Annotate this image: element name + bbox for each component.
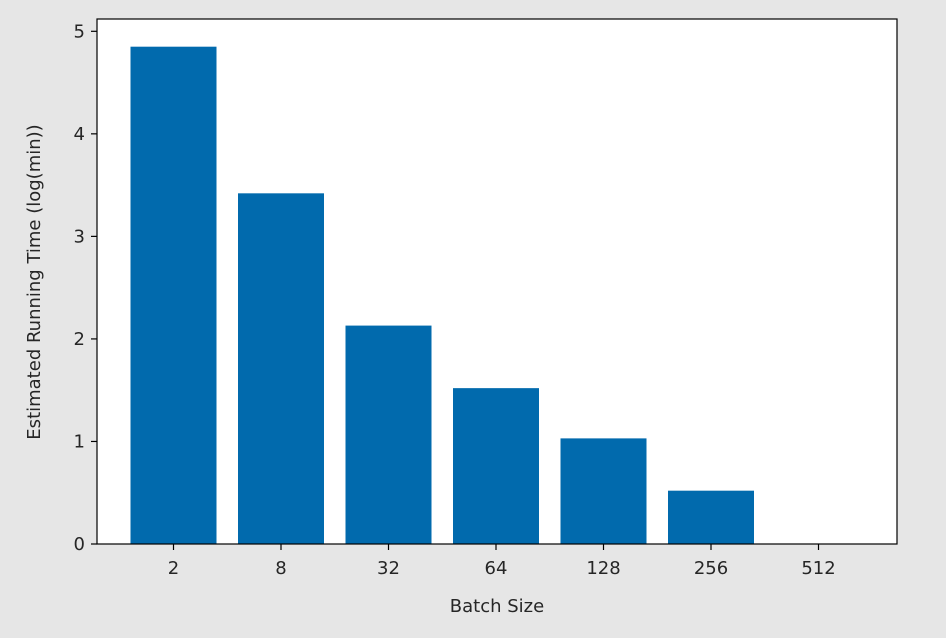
x-axis-label: Batch Size: [450, 596, 544, 617]
bar-64: [453, 388, 539, 544]
bar-32: [345, 325, 432, 544]
x-tick-label: 2: [168, 558, 179, 579]
bar-256: [668, 490, 754, 544]
x-tick-label: 8: [275, 558, 286, 579]
x-tick-label: 256: [694, 558, 728, 579]
x-tick-label: 512: [801, 558, 835, 579]
x-tick-label: 32: [377, 558, 400, 579]
y-tick-label: 5: [74, 21, 85, 42]
bars-layer: [130, 46, 754, 544]
x-tick-label: 128: [586, 558, 620, 579]
bar-8: [238, 193, 324, 544]
x-tick-label: 64: [485, 558, 508, 579]
y-axis-label: Estimated Running Time (log(min)): [24, 124, 45, 439]
y-axis-ticks: 0 1 2 3 4 5: [74, 21, 97, 555]
bar-128: [560, 438, 647, 544]
plot-frame: [96, 18, 898, 545]
y-tick-label: 3: [74, 226, 85, 247]
y-tick-label: 4: [74, 124, 85, 145]
y-tick-label: 1: [74, 431, 85, 452]
x-axis-ticks: 2 8 32 64 128 256 512: [168, 544, 836, 579]
y-tick-label: 2: [74, 329, 85, 350]
bar-2: [130, 46, 217, 544]
y-tick-label: 0: [74, 534, 85, 555]
